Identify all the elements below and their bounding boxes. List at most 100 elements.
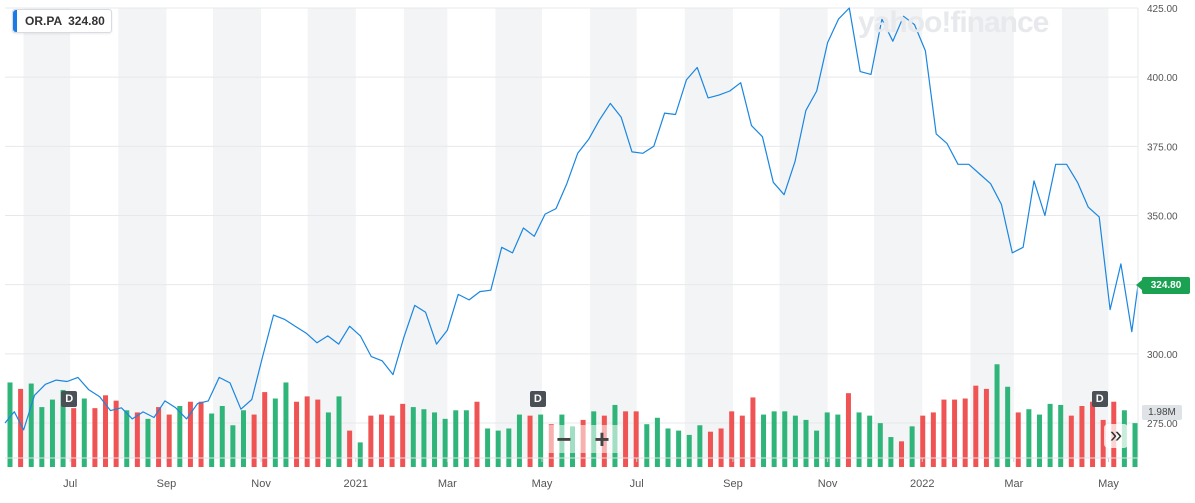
x-tick-label: Jul <box>630 478 644 490</box>
x-tick-label: Mar <box>438 478 457 490</box>
x-tick-label: Mar <box>1004 478 1023 490</box>
x-tick-label: Nov <box>818 478 838 490</box>
ticker-label[interactable]: OR.PA 324.80 <box>12 9 112 33</box>
zoom-in-button[interactable]: + <box>594 424 610 454</box>
yahoo-finance-logo: yahoo!finance <box>858 6 1049 39</box>
volume-bar <box>81 398 87 467</box>
month-band <box>495 8 543 458</box>
volume-bar <box>888 437 894 467</box>
volume-bar <box>60 389 66 467</box>
volume-bar <box>315 399 321 467</box>
volume-bar <box>463 410 469 467</box>
volume-bar <box>262 392 268 467</box>
volume-bar <box>1036 414 1042 467</box>
volume-bar <box>230 425 236 467</box>
volume-bar <box>1015 412 1021 467</box>
volume-bar <box>357 442 363 467</box>
y-tick-label: 300.00 <box>1147 350 1178 361</box>
volume-bar <box>1047 403 1053 467</box>
volume-bar <box>166 414 172 467</box>
volume-bar <box>697 425 703 467</box>
volume-bar <box>633 411 639 467</box>
volume-bar <box>325 412 331 467</box>
volume-bar <box>113 400 119 467</box>
x-tick-label: 2021 <box>344 478 368 490</box>
volume-bar <box>400 403 406 467</box>
volume-bar <box>92 408 98 467</box>
volume-bar <box>814 430 820 467</box>
volume-bar <box>272 398 278 467</box>
y-axis: 275.00300.00325.00350.00375.00400.00425.… <box>1137 4 1178 458</box>
volume-bar <box>899 441 905 467</box>
volume-bar <box>209 413 215 467</box>
volume-bar <box>39 407 45 467</box>
price-series-line <box>4 7 1139 431</box>
ticker-price: 324.80 <box>68 14 105 28</box>
volume-bar <box>983 388 989 467</box>
volume-bar <box>909 426 915 467</box>
volume-bar <box>623 411 629 467</box>
volume-bar <box>283 382 289 467</box>
x-tick-label: May <box>1098 478 1119 490</box>
volume-bar <box>920 415 926 467</box>
month-band <box>590 8 637 458</box>
volume-bar <box>686 434 692 467</box>
volume-bar <box>240 410 246 467</box>
volume-bar <box>378 414 384 467</box>
volume-bar <box>527 415 533 467</box>
volume-bar <box>187 401 193 467</box>
grid-lines <box>5 7 1138 424</box>
x-tick-label: 2022 <box>910 478 934 490</box>
volume-bar <box>410 407 416 467</box>
volume-bar <box>994 364 1000 467</box>
volume-bar <box>538 414 544 467</box>
volume-bar <box>304 396 310 467</box>
volume-bar <box>761 414 767 467</box>
series-color-swatch <box>13 10 17 32</box>
volume-bar <box>1132 423 1138 467</box>
volume-bar <box>103 395 109 467</box>
month-band <box>684 8 733 458</box>
month-band <box>874 8 923 458</box>
month-band <box>403 8 448 458</box>
volume-bar <box>750 397 756 467</box>
month-band <box>779 8 828 458</box>
y-tick-label: 400.00 <box>1147 73 1178 84</box>
x-tick-label: Sep <box>723 478 743 490</box>
volume-bar <box>856 412 862 467</box>
zoom-out-button[interactable]: − <box>556 424 572 454</box>
volume-bar <box>654 417 660 467</box>
month-band <box>23 8 71 458</box>
y-tick-label: 425.00 <box>1147 4 1178 15</box>
y-tick-label: 275.00 <box>1147 419 1178 430</box>
volume-bar <box>7 382 13 467</box>
volume-bar <box>835 414 841 467</box>
volume-bar <box>134 412 140 467</box>
dividend-marker[interactable]: D <box>1091 391 1108 407</box>
volume-bar <box>1090 401 1096 467</box>
volume-bar <box>1005 386 1011 467</box>
volume-bar <box>739 415 745 467</box>
expand-chart-button[interactable]: » <box>1104 424 1128 448</box>
volume-bar <box>71 408 77 467</box>
volume-bar <box>930 412 936 467</box>
x-tick-label: Sep <box>157 478 177 490</box>
dividend-marker[interactable]: D <box>529 391 546 407</box>
dividend-marker[interactable]: D <box>61 391 78 407</box>
volume-bar <box>803 419 809 467</box>
volume-bar <box>28 383 34 467</box>
volume-bar <box>644 424 650 467</box>
volume-bar <box>962 398 968 467</box>
volume-bar <box>432 412 438 467</box>
last-price-badge: 324.80 <box>1136 277 1190 294</box>
volume-bar <box>729 411 735 467</box>
volume-bar <box>516 414 522 467</box>
x-tick-label: May <box>532 478 553 490</box>
volume-bar <box>145 418 151 467</box>
volume-bar <box>973 385 979 467</box>
volume-bar <box>867 415 873 467</box>
month-band <box>307 8 356 458</box>
volume-bar <box>474 401 480 467</box>
y-tick-label: 375.00 <box>1147 142 1178 153</box>
